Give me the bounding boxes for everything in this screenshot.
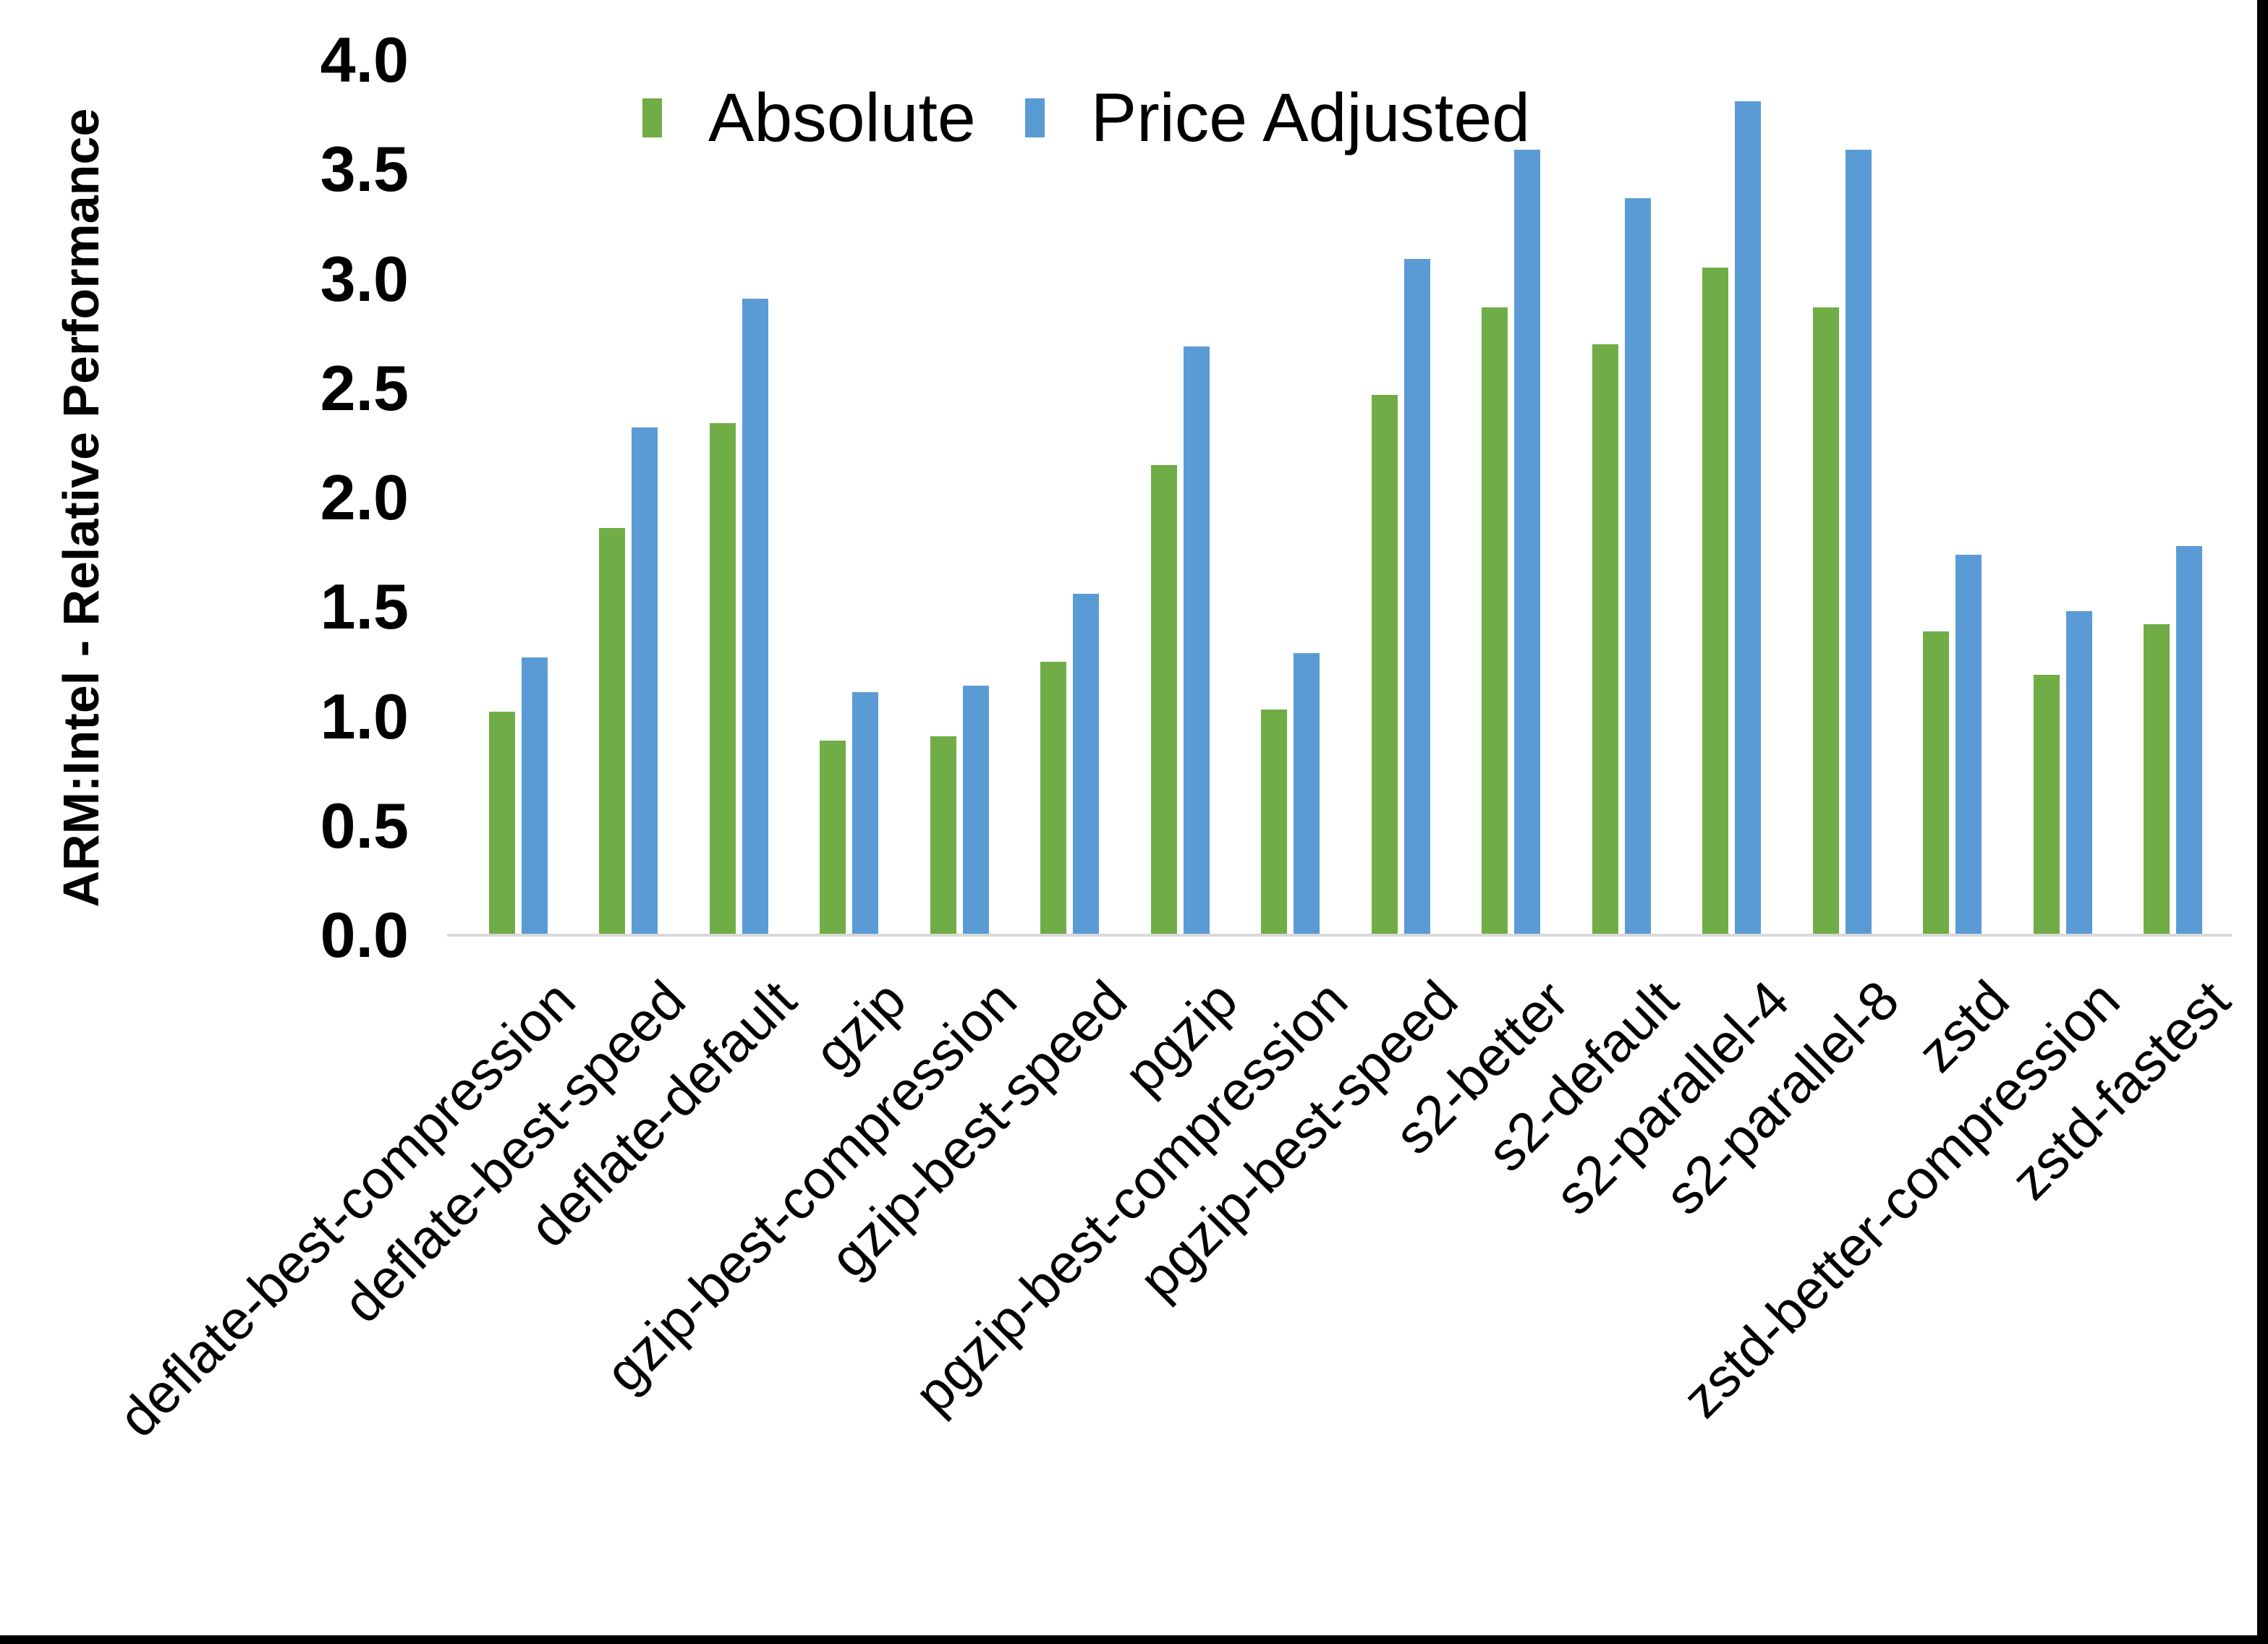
legend-swatch-absolute-icon [642,98,662,137]
bar-absolute-pgzip [1150,465,1177,935]
y-tick-label: 3.0 [320,242,409,315]
bar-absolute-pgzip-best-speed [1371,395,1398,935]
legend: Absolute Price Adjusted [642,78,1530,158]
y-tick-label: 1.5 [320,571,409,643]
bar-price-adjusted-pgzip [1183,346,1210,935]
legend-swatch-price-adjusted-icon [1024,98,1045,137]
bar-price-adjusted-zstd [1955,555,1982,935]
bar-price-adjusted-zstd-fastest [2176,546,2203,935]
bar-price-adjusted-s2-parallel-4 [1735,101,1762,935]
bar-absolute-zstd [1923,631,1950,935]
bar-price-adjusted-zstd-better-compression [2065,611,2092,935]
bar-absolute-gzip-best-speed [1040,662,1067,935]
y-tick-label: 2.0 [320,461,409,533]
y-tick-label: 4.0 [320,24,409,95]
bar-absolute-deflate-best-speed [599,528,626,935]
bar-price-adjusted-pgzip-best-compression [1294,653,1320,935]
bar-price-adjusted-deflate-best-compression [521,657,548,935]
x-axis-line [447,934,2232,937]
bar-price-adjusted-gzip-best-compression [962,686,989,935]
y-tick-label: 2.5 [320,352,409,424]
y-tick-label: 0.5 [320,789,409,861]
x-axis-labels: deflate-best-compression deflate-best-spe… [107,935,2242,1644]
y-tick-label: 1.0 [320,680,409,752]
bar-price-adjusted-deflate-best-speed [632,427,658,935]
bar-price-adjusted-pgzip-best-speed [1403,259,1430,935]
bar-absolute-pgzip-best-compression [1261,710,1288,935]
bar-price-adjusted-s2-parallel-8 [1845,150,1872,935]
bar-absolute-gzip-best-compression [930,736,956,935]
bar-price-adjusted-gzip-best-speed [1073,594,1100,935]
y-tick-label: 0.0 [320,899,409,971]
x-axis-label-deflate-best-compression: deflate-best-compression [106,969,587,1449]
legend-label-absolute: Absolute [708,80,976,156]
bar-absolute-s2-default [1592,344,1618,935]
screenshot-right-border [2257,0,2268,1644]
bar-absolute-deflate-default [709,423,736,935]
y-tick-label: 3.5 [320,133,409,205]
bar-price-adjusted-s2-default [1624,198,1651,935]
plot-area [463,60,2228,935]
bar-absolute-zstd-fastest [2144,624,2170,935]
bar-absolute-s2-parallel-8 [1812,307,1839,935]
bar-price-adjusted-deflate-default [742,299,768,935]
screenshot-bottom-border [0,1635,2268,1644]
bar-absolute-deflate-best-compression [488,712,515,935]
bar-absolute-s2-better [1482,307,1508,935]
legend-item-absolute: Absolute [642,78,976,158]
bar-absolute-zstd-better-compression [2033,675,2060,935]
bar-price-adjusted-s2-better [1514,150,1541,935]
bar-absolute-s2-parallel-4 [1702,268,1729,935]
bar-price-adjusted-gzip [852,692,879,935]
legend-label-price-adjusted: Price Adjusted [1090,80,1530,156]
legend-item-price-adjusted: Price Adjusted [1024,78,1530,158]
bar-absolute-gzip [820,741,846,935]
